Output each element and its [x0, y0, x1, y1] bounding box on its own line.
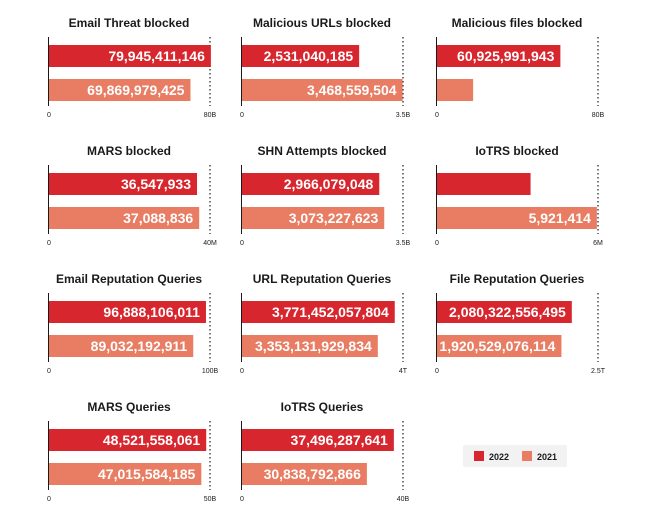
tick-label-max: 3.5B [396, 112, 411, 119]
bar-2022 [49, 301, 206, 323]
tick-label-min: 0 [240, 496, 244, 503]
chart-title: MARS Queries [87, 400, 171, 414]
bar-2021 [437, 335, 562, 357]
legend-box [463, 445, 567, 467]
legend-swatch-2021 [522, 451, 532, 461]
legend-label-2021: 2021 [537, 452, 557, 462]
tick-label-min: 0 [47, 368, 51, 375]
bar-2022 [242, 45, 360, 67]
chart-mars-blocked: MARS blocked 36,547,933 37,088,836 0 40M [47, 144, 217, 247]
bar-2021 [49, 207, 200, 229]
chart-title: File Reputation Queries [450, 272, 585, 286]
bar-2021 [49, 79, 191, 101]
chart-title: URL Reputation Queries [253, 272, 392, 286]
chart-email-threat-blocked: Email Threat blocked 79,945,411,146 69,869… [47, 16, 217, 119]
legend-swatch-2022 [474, 451, 484, 461]
chart-shn-attempts-blocked: SHN Attempts blocked 2,966,079,048 3,073,2… [240, 144, 411, 247]
bar-value-label-2021: 37,088,836 [123, 210, 193, 226]
bar-value-label-2022: 36,547,933 [121, 176, 191, 192]
bar-value-label-2022: 79,945,411,146 [108, 48, 205, 64]
chart-file-reputation-queries: File Reputation Queries 2,080,322,556,495… [435, 272, 606, 375]
bar-value-label-2022: 96,888,106,011 [103, 304, 200, 320]
legend: 2022 2021 [463, 445, 567, 467]
bar-2021 [437, 207, 597, 229]
tick-label-min: 0 [240, 112, 244, 119]
tick-label-min: 0 [435, 240, 439, 247]
tick-label-max: 80B [204, 112, 217, 119]
bar-value-label-2022: 2,080,322,556,495 [449, 304, 566, 320]
bar-value-label-2021: 89,032,192,911 [91, 338, 188, 354]
bar-value-label-2022: 37,496,287,641 [291, 432, 389, 448]
bar-2022 [49, 45, 211, 67]
bar-value-label-2022: 3,771,452,057,804 [272, 304, 389, 320]
bar-2021 [242, 335, 378, 357]
chart-title: SHN Attempts blocked [258, 144, 387, 158]
tick-label-max: 40B [397, 496, 410, 503]
panels-group: Email Threat blocked 79,945,411,146 69,869… [47, 16, 606, 503]
chart-title: Email Reputation Queries [56, 272, 202, 286]
tick-label-max: 80B [592, 112, 605, 119]
bar-2022 [437, 173, 531, 195]
tick-label-max: 6M [593, 240, 603, 247]
bar-2021 [49, 335, 194, 357]
bar-value-label-2021: 3,353,131,929,834 [255, 338, 372, 354]
tick-label-min: 0 [435, 368, 439, 375]
bar-value-label-2022: 60,925,991,943 [457, 48, 555, 64]
chart-title: Malicious URLs blocked [253, 16, 391, 30]
bar-2022 [242, 173, 380, 195]
bar-2022 [49, 429, 207, 451]
tick-label-max: 40M [203, 240, 217, 247]
bar-2021 [437, 79, 474, 101]
bar-value-label-2021: 1,920,529,076,114 [439, 338, 555, 354]
bar-value-label-2022: 2,966,079,048 [284, 176, 374, 192]
tick-label-min: 0 [240, 368, 244, 375]
tick-label-max: 4T [399, 368, 408, 375]
bar-value-label-2021: 3,073,227,623 [289, 210, 379, 226]
tick-label-max: 2.5T [591, 368, 606, 375]
bar-2022 [437, 301, 572, 323]
tick-label-min: 0 [47, 112, 51, 119]
bar-2022 [437, 45, 561, 67]
chart-title: Malicious files blocked [452, 16, 583, 30]
bar-value-label-2021: 47,015,584,185 [98, 466, 196, 482]
tick-label-min: 0 [240, 240, 244, 247]
tick-label-max: 50B [204, 496, 217, 503]
bar-2021 [49, 463, 202, 485]
bar-value-label-2022: 48,521,558,061 [103, 432, 201, 448]
chart-url-reputation-queries: URL Reputation Queries 3,771,452,057,804 3… [240, 272, 408, 375]
bar-value-label-2021: 5,921,414 [529, 210, 591, 226]
bar-value-label-2021: 17,834,808,438 [478, 85, 541, 95]
bar-2022 [242, 301, 395, 323]
tick-label-max: 3.5B [396, 240, 411, 247]
tick-label-min: 0 [47, 240, 51, 247]
bar-value-label-2021: 69,869,979,425 [87, 82, 185, 98]
bar-value-label-2021: 3,468,559,504 [307, 82, 397, 98]
chart-title: Email Threat blocked [69, 16, 190, 30]
chart-title: IoTRS blocked [475, 144, 558, 158]
bar-2022 [242, 429, 394, 451]
chart-malicious-files-blocked: Malicious files blocked 60,925,991,943 17,… [435, 16, 605, 119]
bar-value-label-2022: 3,465,314 [536, 177, 595, 192]
chart-title: MARS blocked [87, 144, 171, 158]
tick-label-min: 0 [47, 496, 51, 503]
chart-iotrs-queries: IoTRS Queries 37,496,287,641 30,838,792,86… [240, 400, 410, 503]
legend-label-2022: 2022 [489, 452, 509, 462]
chart-email-reputation-queries: Email Reputation Queries 96,888,106,011 89… [47, 272, 218, 375]
tick-label-min: 0 [435, 112, 439, 119]
chart-mars-queries: MARS Queries 48,521,558,061 47,015,584,185… [47, 400, 217, 503]
bar-value-label-2021: 30,838,792,866 [264, 466, 362, 482]
chart-title: IoTRS Queries [281, 400, 364, 414]
bar-2022 [49, 173, 198, 195]
chart-iotrs-blocked: IoTRS blocked 3,465,314 5,921,414 0 6M [435, 144, 603, 247]
bar-2021 [242, 463, 367, 485]
bar-2021 [242, 207, 385, 229]
chart-malicious-urls-blocked: Malicious URLs blocked 2,531,040,185 3,468… [240, 16, 411, 119]
bar-2021 [242, 79, 403, 101]
tick-label-max: 100B [202, 368, 219, 375]
bar-value-label-2022: 2,531,040,185 [264, 48, 354, 64]
